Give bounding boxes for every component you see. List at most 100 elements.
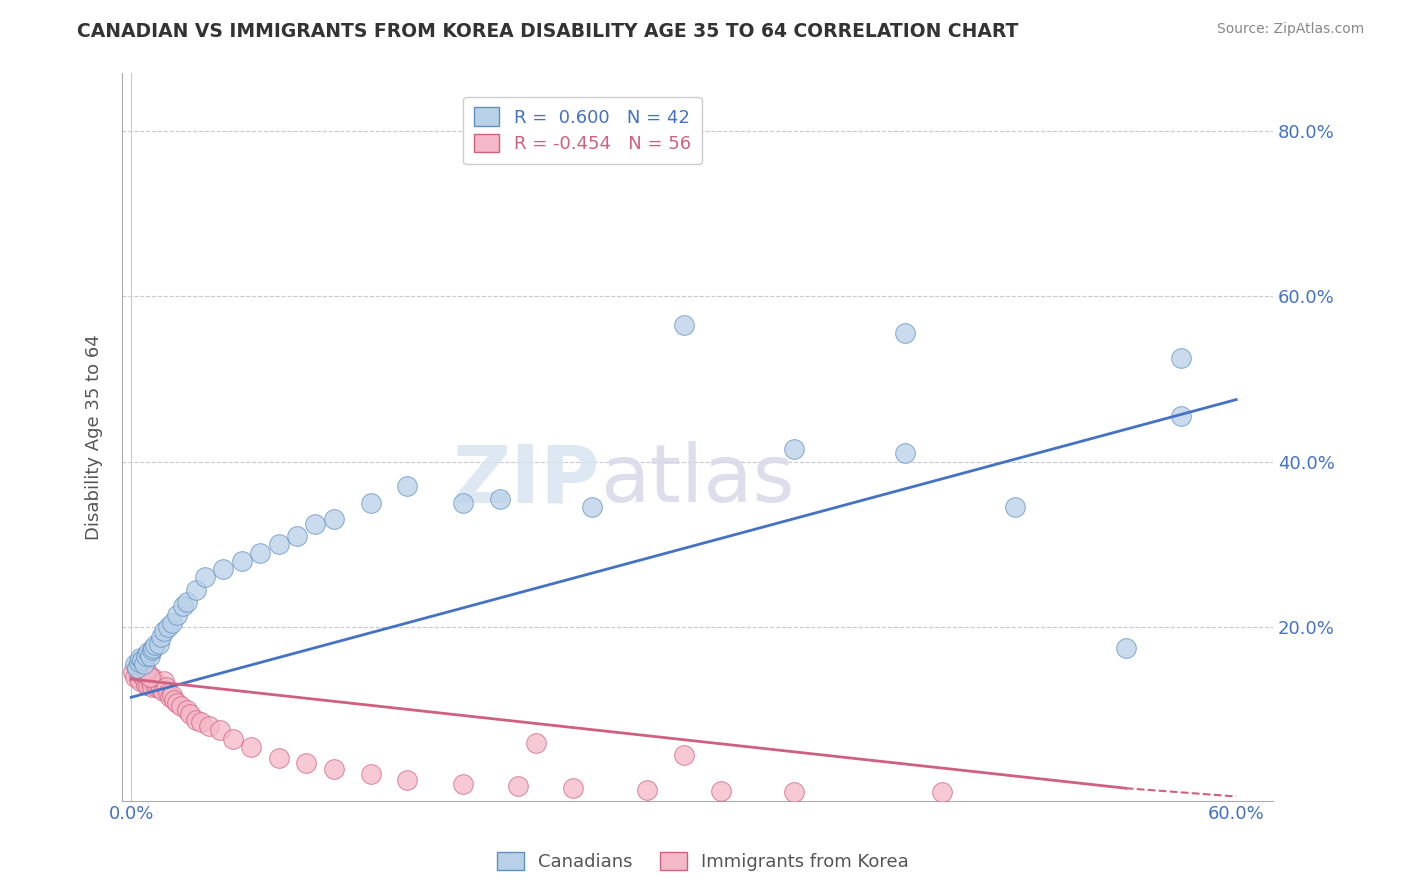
Point xyxy=(129,673,152,688)
Point xyxy=(131,668,153,682)
Point xyxy=(135,663,157,677)
Text: Source: ZipAtlas.com: Source: ZipAtlas.com xyxy=(1216,22,1364,37)
Point xyxy=(129,663,152,677)
Point xyxy=(212,562,235,576)
Point xyxy=(141,680,163,694)
Point xyxy=(709,783,731,797)
Point xyxy=(506,779,529,793)
Point xyxy=(134,671,156,685)
Point xyxy=(322,512,344,526)
Point xyxy=(136,678,159,692)
Point xyxy=(304,516,326,531)
Point xyxy=(138,648,160,663)
Point xyxy=(128,655,150,669)
Point xyxy=(166,607,188,622)
Point xyxy=(231,554,253,568)
Point xyxy=(157,686,180,700)
Point xyxy=(488,491,510,506)
Point xyxy=(1170,351,1192,366)
Point xyxy=(160,615,183,630)
Point xyxy=(152,684,174,698)
Point xyxy=(170,698,193,713)
Point xyxy=(153,624,176,639)
Point xyxy=(125,661,148,675)
Point xyxy=(131,653,153,667)
Point xyxy=(159,690,181,705)
Point xyxy=(160,688,183,702)
Point xyxy=(176,703,198,717)
Point xyxy=(526,736,548,750)
Point xyxy=(148,678,170,692)
Point xyxy=(893,326,915,341)
Legend: R =  0.600   N = 42, R = -0.454   N = 56: R = 0.600 N = 42, R = -0.454 N = 56 xyxy=(463,96,702,164)
Point xyxy=(162,692,184,706)
Point xyxy=(1115,640,1137,655)
Point xyxy=(322,762,344,776)
Point xyxy=(636,783,658,797)
Point xyxy=(141,643,163,657)
Point xyxy=(149,630,172,644)
Point xyxy=(396,772,419,787)
Point xyxy=(148,636,170,650)
Point xyxy=(239,739,262,754)
Point xyxy=(267,537,290,551)
Point xyxy=(122,665,145,680)
Point xyxy=(129,657,152,672)
Point xyxy=(157,620,180,634)
Point xyxy=(135,678,157,692)
Point xyxy=(783,442,806,457)
Point xyxy=(166,696,188,710)
Point xyxy=(396,479,419,493)
Point xyxy=(194,570,217,584)
Point xyxy=(179,706,201,721)
Point xyxy=(172,599,194,614)
Point xyxy=(931,785,953,799)
Point xyxy=(1170,409,1192,424)
Point xyxy=(138,673,160,688)
Point xyxy=(208,723,231,738)
Text: CANADIAN VS IMMIGRANTS FROM KOREA DISABILITY AGE 35 TO 64 CORRELATION CHART: CANADIAN VS IMMIGRANTS FROM KOREA DISABI… xyxy=(77,22,1019,41)
Point xyxy=(124,657,146,672)
Point xyxy=(134,661,156,675)
Point xyxy=(267,750,290,764)
Point xyxy=(124,670,146,684)
Point xyxy=(1004,500,1026,514)
Point xyxy=(143,676,166,690)
Point xyxy=(138,670,160,684)
Point xyxy=(360,767,382,781)
Point xyxy=(451,777,474,791)
Point xyxy=(134,657,156,672)
Text: atlas: atlas xyxy=(600,442,794,519)
Point xyxy=(143,638,166,652)
Point xyxy=(149,681,172,696)
Point xyxy=(581,500,603,514)
Point xyxy=(129,651,152,665)
Point xyxy=(672,748,695,763)
Point xyxy=(155,680,177,694)
Y-axis label: Disability Age 35 to 64: Disability Age 35 to 64 xyxy=(86,334,103,540)
Point xyxy=(142,640,165,655)
Point xyxy=(135,648,157,663)
Point xyxy=(184,713,207,727)
Point xyxy=(893,446,915,460)
Point xyxy=(146,680,169,694)
Point xyxy=(783,784,806,798)
Point xyxy=(451,496,474,510)
Point xyxy=(285,529,308,543)
Point xyxy=(138,670,160,684)
Point xyxy=(221,731,243,746)
Point xyxy=(562,781,585,796)
Point xyxy=(197,719,219,733)
Point xyxy=(672,318,695,333)
Legend: Canadians, Immigrants from Korea: Canadians, Immigrants from Korea xyxy=(489,845,917,879)
Point xyxy=(360,496,382,510)
Text: ZIP: ZIP xyxy=(453,442,600,519)
Point xyxy=(184,582,207,597)
Point xyxy=(249,545,271,559)
Point xyxy=(136,645,159,659)
Point xyxy=(295,756,318,771)
Point xyxy=(131,665,153,680)
Point xyxy=(176,595,198,609)
Point xyxy=(135,665,157,680)
Point xyxy=(128,665,150,680)
